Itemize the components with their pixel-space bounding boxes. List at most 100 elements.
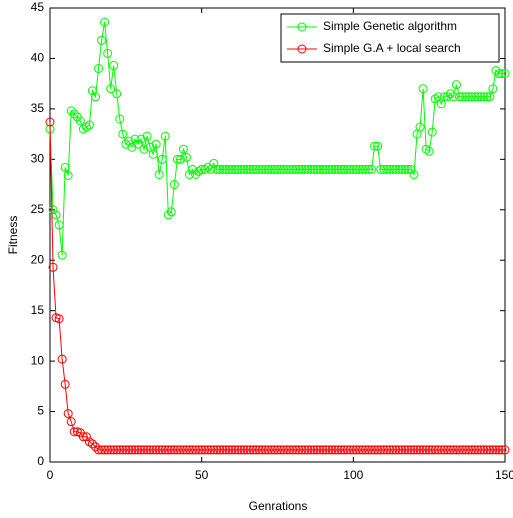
marker [364,164,373,174]
marker [248,445,258,455]
marker [257,164,267,174]
marker [157,445,167,455]
marker [197,164,207,174]
marker [464,445,474,455]
marker [476,92,486,102]
marker [215,164,225,174]
marker [48,262,58,272]
marker [236,445,246,455]
marker [218,445,228,455]
marker [294,164,304,174]
marker [266,445,276,455]
legend: Simple Genetic algorithm Simple G.A + loc… [280,13,500,63]
marker [233,164,243,174]
marker [254,164,264,174]
marker [224,445,234,455]
marker [470,445,480,455]
marker [251,445,261,455]
marker [297,445,307,455]
marker [194,166,204,176]
marker [203,445,213,455]
marker [442,445,452,455]
marker [206,164,216,174]
series-line [49,121,505,451]
marker [430,94,440,104]
marker [285,445,295,455]
marker [194,445,204,455]
marker [391,164,401,174]
marker [182,152,191,162]
marker [127,142,137,152]
marker [342,164,352,174]
marker [318,164,328,174]
marker [321,164,331,174]
marker [388,445,398,455]
y-tick-label: 40 [31,51,45,65]
marker [130,445,140,455]
marker [212,445,222,455]
marker [367,445,377,455]
marker [421,144,431,154]
marker [263,445,273,455]
y-axis-label: Fitness [6,216,20,255]
marker [467,445,477,455]
x-axis-label: Genrations [249,499,308,513]
marker [133,139,143,149]
marker [500,69,510,79]
marker [439,92,449,102]
marker [455,445,464,455]
marker [357,445,367,455]
marker [470,92,480,102]
marker [342,445,352,455]
legend-marker [297,44,307,54]
marker [494,69,504,79]
marker [476,445,486,455]
marker [57,354,67,364]
marker [458,92,468,102]
marker [212,164,222,174]
marker [78,432,88,442]
marker [430,445,440,455]
marker [276,164,286,174]
marker [348,445,358,455]
marker [136,134,146,144]
marker [445,89,455,99]
marker [306,164,316,174]
marker [400,164,410,174]
marker [115,445,125,455]
marker [488,445,498,455]
marker [424,146,434,156]
marker [445,445,455,455]
marker [494,445,504,455]
marker [273,164,282,174]
marker [406,164,416,174]
marker [300,445,310,455]
marker [336,445,346,455]
marker [81,432,91,442]
marker [142,445,152,455]
marker [221,445,231,455]
marker [373,445,383,455]
marker [327,445,337,455]
marker [57,250,67,260]
marker [260,445,270,455]
marker [139,445,149,455]
legend-box [280,13,500,63]
marker [257,445,267,455]
marker [376,164,386,174]
marker [279,164,289,174]
marker [239,445,249,455]
marker [294,445,304,455]
marker [188,445,198,455]
marker [336,164,346,174]
marker [163,445,173,455]
marker [100,445,110,455]
marker [103,48,113,58]
y-tick-label: 15 [31,303,45,317]
x-tick-label: 150 [495,468,513,482]
marker [439,445,449,455]
marker [418,445,428,455]
marker [421,445,431,455]
marker [312,445,322,455]
marker [45,117,55,127]
